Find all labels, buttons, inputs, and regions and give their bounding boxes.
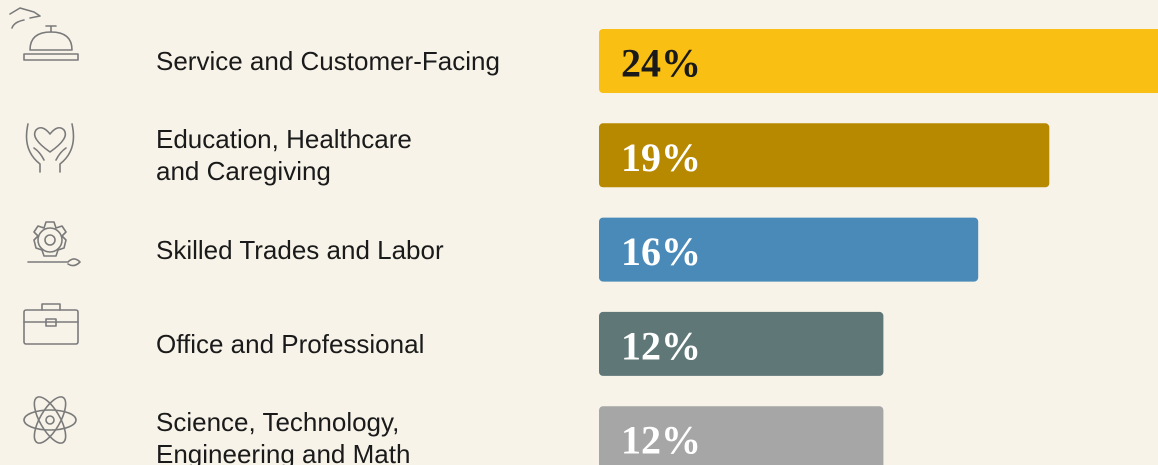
bar (599, 123, 1050, 188)
icon-service-bell (9, 7, 79, 61)
value-label: 12% (621, 418, 701, 463)
bar (599, 217, 979, 282)
value-label: 24% (621, 41, 701, 86)
bar (599, 406, 884, 465)
bar (599, 311, 884, 376)
icon-gear-wrench (27, 221, 81, 267)
category-label: Office and Professional (156, 328, 425, 359)
icon-care (25, 123, 75, 173)
category-label: Education, Healthcare and Caregiving (156, 124, 412, 187)
category-label: Science, Technology, Engineering and Mat… (156, 407, 411, 465)
value-label: 12% (621, 323, 701, 368)
icon-briefcase (23, 303, 79, 345)
category-label: Skilled Trades and Labor (156, 234, 444, 265)
category-label: Service and Customer-Facing (156, 46, 500, 76)
bar (599, 29, 1158, 93)
icon-atom (23, 396, 77, 444)
value-label: 16% (621, 229, 701, 274)
value-label: 19% (621, 135, 701, 180)
